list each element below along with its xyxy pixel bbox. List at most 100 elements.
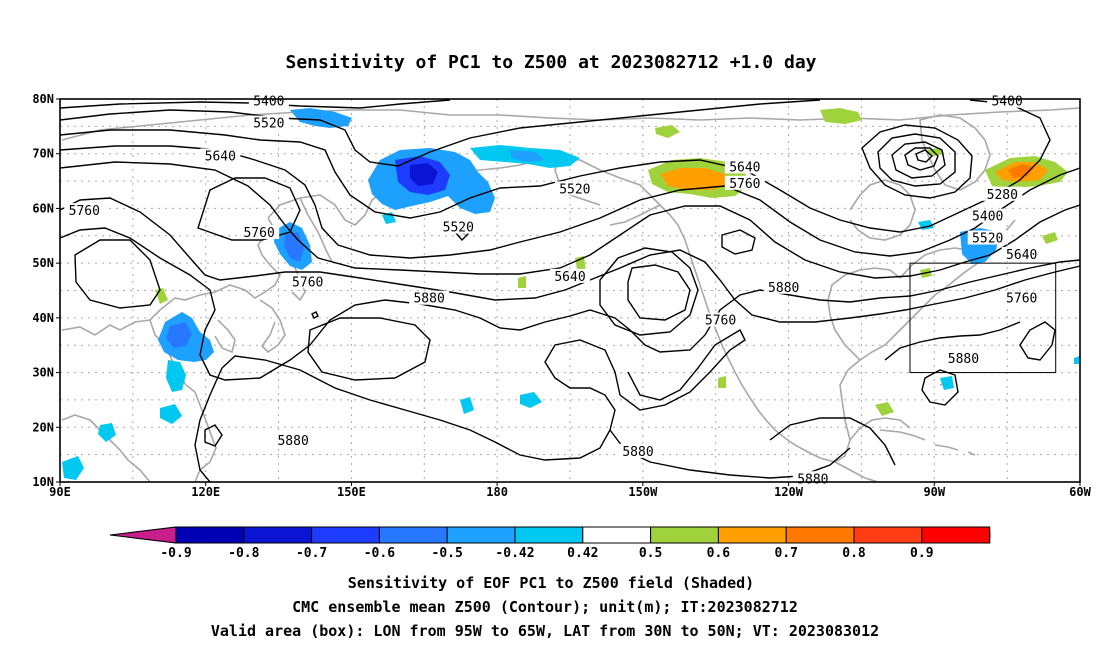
negative-patch (166, 360, 186, 392)
positive-patch (1008, 164, 1034, 178)
contour-label-bg (550, 268, 590, 283)
colorbar-left-arrow (109, 526, 177, 544)
negative-patch (166, 322, 192, 348)
colorbar-label: -0.5 (432, 546, 463, 561)
contour-label-bg (273, 432, 314, 447)
positive-patch (1042, 232, 1058, 244)
lon-label: 90E (49, 485, 71, 499)
positive-patch (655, 125, 680, 138)
contour-label: 5760 (729, 177, 760, 192)
contour-label-bg (700, 312, 741, 327)
negative-patch (460, 397, 474, 414)
contour-label-bg (239, 225, 280, 240)
lat-label: 80N (32, 92, 54, 106)
colorbar-segment (785, 526, 855, 544)
figure-title: Sensitivity of PC1 to Z500 at 2023082712… (285, 52, 816, 73)
contour-label: 5880 (797, 472, 828, 487)
contour-label-bg (248, 93, 289, 108)
contour-label-bg (409, 290, 450, 305)
lat-label: 70N (32, 147, 54, 161)
contour-label: 5640 (205, 149, 236, 164)
contour-label: 5880 (622, 445, 653, 460)
negative-patch (940, 376, 954, 390)
contour-label: 5400 (972, 210, 1003, 225)
contour-label: 5760 (1006, 292, 1037, 307)
contour-label: 5880 (277, 434, 308, 449)
contour-label-bg (554, 181, 595, 196)
map-panel: 5400552056405760576057605880552055205640… (32, 92, 1091, 499)
negative-patch (160, 404, 182, 424)
lat-label: 10N (32, 475, 54, 489)
contour-label: 5520 (443, 221, 474, 236)
contour-label-bg (724, 159, 765, 174)
positive-patch (875, 402, 894, 416)
lat-label: 60N (32, 201, 54, 215)
valid-area-box (909, 262, 1057, 374)
lon-label: 120E (191, 485, 220, 499)
lon-label: 180 (486, 485, 508, 499)
colorbar-label: -0.9 (160, 546, 191, 561)
footer-line-3: Valid area (box): LON from 95W to 65W, L… (211, 622, 879, 640)
contour-label: 5280 (987, 188, 1018, 203)
contour-label-bg (763, 279, 804, 294)
contour-labels: 5400552056405760576057605880552055205640… (64, 93, 1042, 487)
lon-label: 150E (337, 485, 366, 499)
negative-patch (98, 423, 116, 442)
contour-label-bg (248, 115, 289, 130)
colorbar-segment (175, 526, 245, 544)
colorbar-segment (650, 526, 719, 544)
lat-label: 20N (32, 420, 54, 434)
negative-patch (62, 456, 84, 480)
colorbar-label: 0.6 (707, 546, 731, 561)
contour-label-bg (1001, 246, 1042, 261)
lon-label: 120W (774, 485, 804, 499)
lon-label: 150W (628, 485, 658, 499)
colorbar-label: 0.7 (774, 546, 797, 561)
colorbar: -0.9 -0.8 -0.7 -0.6 -0.5 -0.42 0.42 0.5 0.6 0.7 0.… (109, 526, 991, 561)
contour-label: 5880 (413, 292, 444, 307)
colorbar-segment (243, 526, 313, 544)
contour-label: 5760 (69, 204, 100, 219)
contour-label: 5520 (559, 182, 590, 197)
contour-label: 5400 (991, 95, 1022, 110)
contour-label: 5760 (292, 275, 323, 290)
negative-patch (520, 392, 542, 408)
contour-label: 5880 (948, 352, 979, 367)
colorbar-label: -0.42 (495, 546, 534, 561)
colorbar-segment (311, 526, 380, 544)
negative-patch (410, 163, 438, 186)
contour-label-bg (438, 219, 479, 234)
footer-line-2: CMC ensemble mean Z500 (Contour); unit(m… (292, 598, 798, 616)
positive-patch (820, 108, 862, 124)
map-frame (59, 98, 1081, 483)
colorbar-segment (921, 526, 991, 544)
colorbar-label: 0.8 (842, 546, 866, 561)
colorbar-label: 0.9 (910, 546, 933, 561)
negative-patch (510, 150, 545, 162)
contour-label-bg (724, 175, 765, 190)
contour-label: 5520 (972, 232, 1003, 247)
contour-label-bg (618, 443, 658, 458)
contour-label: 5520 (253, 117, 284, 132)
colorbar-segment (582, 526, 652, 544)
longitude-labels: 90E 120E 150E 180 150W 120W 90W 60W (49, 482, 1092, 499)
contour-label: 5880 (768, 281, 799, 296)
colorbar-label: -0.6 (364, 546, 395, 561)
contour-label: 5640 (729, 160, 760, 175)
negative-patch (1074, 356, 1080, 364)
lat-label: 50N (32, 256, 54, 270)
contour-label-bg (200, 148, 241, 163)
colorbar-label: 0.42 (567, 546, 598, 561)
positive-patch (660, 168, 730, 190)
contour-label: 5640 (554, 270, 585, 285)
colorbar-segment (514, 526, 584, 544)
contour-label-bg (287, 274, 328, 289)
contour-label-bg (943, 350, 984, 365)
contour-label: 5640 (1006, 248, 1037, 263)
contour-label-bg (967, 230, 1008, 245)
negative-patch (284, 232, 304, 262)
contour-label-bg (987, 93, 1028, 108)
colorbar-segment (717, 526, 787, 544)
lon-label: 60W (1069, 485, 1091, 499)
